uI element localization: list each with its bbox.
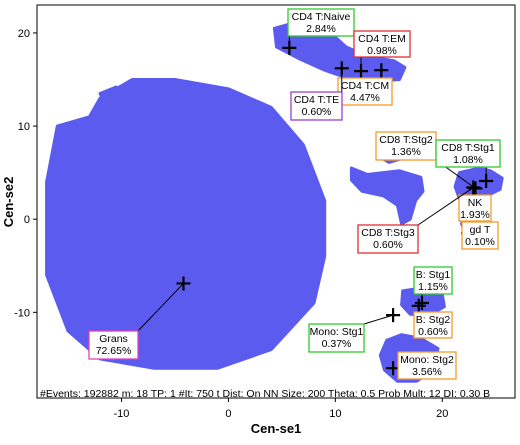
label-box <box>397 351 457 380</box>
cross-marker <box>411 298 426 313</box>
cluster-mid-cluster <box>349 166 425 226</box>
population-percent: 3.56% <box>412 366 442 378</box>
cross-marker <box>386 308 401 323</box>
population-name: Mono: Stg1 <box>310 326 364 338</box>
y-tick-label: 20 <box>18 28 30 40</box>
cluster-grans-side <box>98 85 123 107</box>
label-box <box>353 30 411 58</box>
label-box <box>357 224 419 254</box>
label-box <box>458 194 492 222</box>
annotation-cd4-t-te: CD4 T:TE0.60% <box>290 61 349 121</box>
population-percent: 0.60% <box>302 106 332 118</box>
cross-marker <box>176 276 191 291</box>
label-box <box>413 266 453 295</box>
population-percent: 1.93% <box>460 209 490 221</box>
label-box <box>375 131 437 161</box>
population-percent: 2.84% <box>306 23 336 35</box>
label-box <box>88 330 139 360</box>
y-tick-label: 0 <box>24 214 30 226</box>
cluster-grans <box>45 78 327 370</box>
population-percent: 1.36% <box>391 146 421 158</box>
label-box <box>287 8 355 37</box>
population-percent: 4.47% <box>350 92 380 104</box>
cross-marker <box>466 180 481 195</box>
label-box <box>435 139 501 168</box>
population-percent: 1.15% <box>418 281 448 293</box>
population-percent: 0.60% <box>373 239 403 251</box>
tick-layer: -10 0 10 20 -10 0 10 20 <box>14 28 448 420</box>
cluster-layer <box>45 20 504 383</box>
leader-line <box>417 187 474 226</box>
cross-marker <box>334 61 349 76</box>
population-name: CD4 T:EM <box>358 33 406 45</box>
y-tick-label: 10 <box>18 121 30 133</box>
population-name: CD8 T:Stg3 <box>361 227 415 239</box>
annotation-nk: NK1.93% <box>458 194 492 222</box>
cross-marker <box>414 296 429 311</box>
population-percent: 1.08% <box>453 154 483 166</box>
population-percent: 0.60% <box>418 326 448 338</box>
cross-marker <box>479 174 494 189</box>
cross-marker <box>354 64 369 79</box>
label-box <box>308 323 365 353</box>
label-box <box>413 311 453 339</box>
x-tick-label: 10 <box>329 408 341 420</box>
x-tick-label: -10 <box>114 408 130 420</box>
population-name: CD4 T:TE <box>294 94 339 106</box>
label-box <box>290 91 343 121</box>
y-axis-label: Cen-se2 <box>1 177 16 228</box>
population-name: CD4 T:CM <box>341 80 389 92</box>
population-percent: 0.98% <box>367 45 397 57</box>
population-name: gd T <box>470 224 491 236</box>
x-axis-label: Cen-se1 <box>251 421 302 436</box>
population-name: CD4 T:Naive <box>292 11 351 23</box>
population-percent: 0.37% <box>322 338 352 350</box>
label-box <box>461 221 499 250</box>
x-tick-label: 20 <box>436 408 448 420</box>
population-name: B: Stg1 <box>416 269 451 281</box>
label-box <box>337 77 393 106</box>
annotation-cd4-t-cm: CD4 T:CM4.47% <box>337 63 393 106</box>
leader-line <box>363 314 394 325</box>
annotation-gd-t: gd T0.10% <box>460 221 499 250</box>
y-tick-label: -10 <box>14 307 30 319</box>
population-name: CD8 T:Stg1 <box>441 142 495 154</box>
annotation-cd4-t-em: CD4 T:EM0.98% <box>353 30 411 79</box>
footer-parameters: #Events: 192882 m: 18 TP: 1 #It: 750 t D… <box>40 388 490 400</box>
leader-line <box>137 283 184 332</box>
population-percent: 72.65% <box>96 345 132 357</box>
cross-marker <box>374 63 389 78</box>
cross-marker <box>282 40 297 55</box>
population-name: Grans <box>99 333 128 345</box>
population-name: CD8 T:Stg2 <box>379 134 433 146</box>
population-percent: 0.10% <box>465 236 495 248</box>
population-name: NK <box>468 197 483 209</box>
x-tick-label: 0 <box>225 408 231 420</box>
population-name: Mono: Stg2 <box>400 354 454 366</box>
population-name: B: Stg2 <box>416 314 451 326</box>
